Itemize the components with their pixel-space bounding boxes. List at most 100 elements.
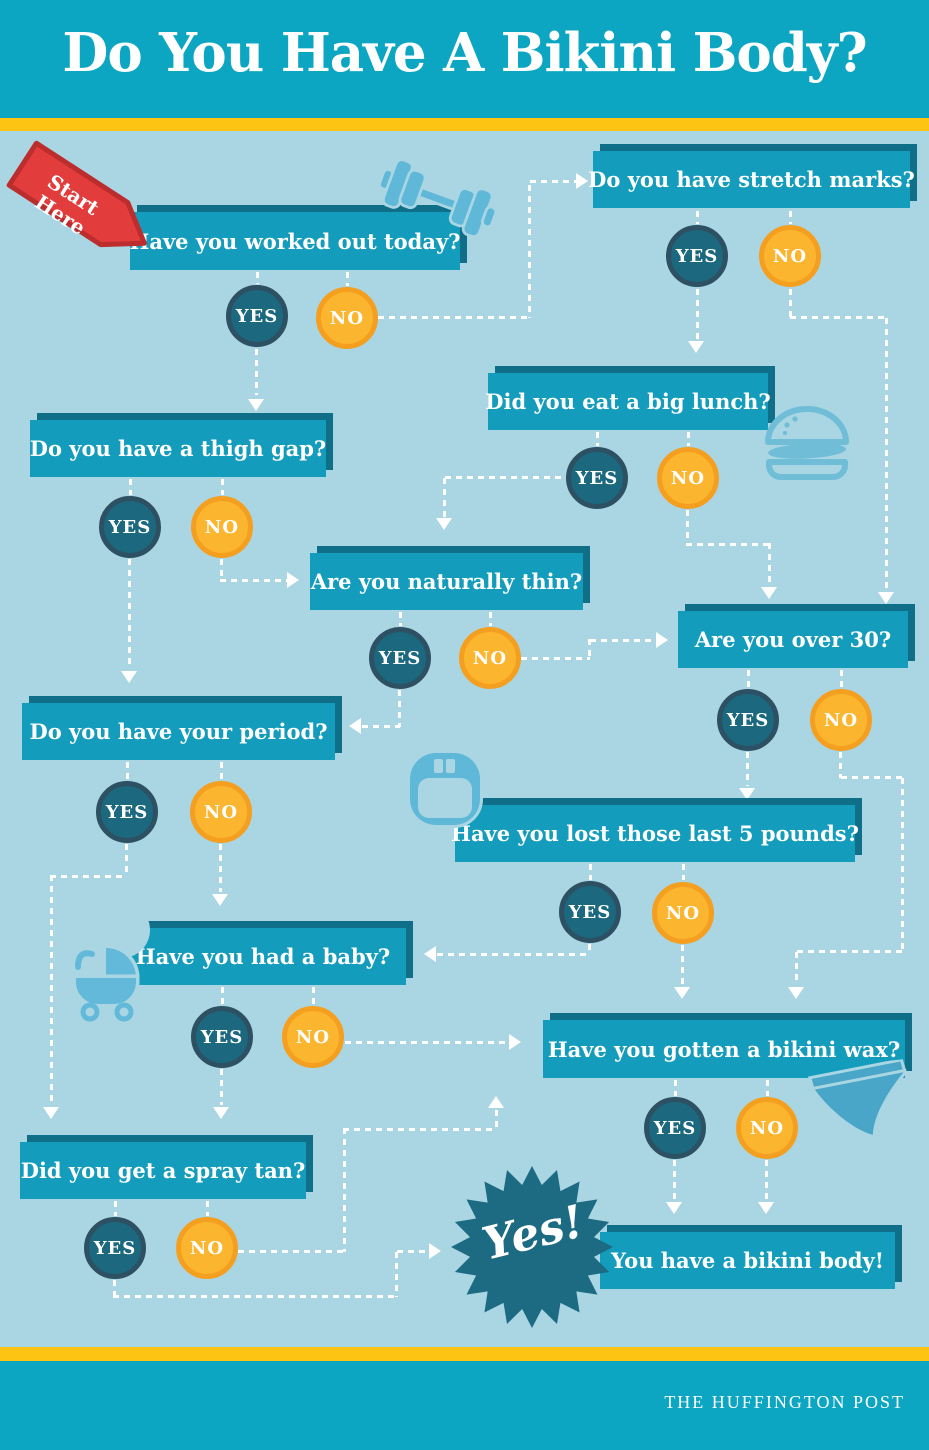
connector-segment	[125, 844, 128, 877]
ribbon-shape	[6, 140, 147, 248]
question-label: Did you eat a big lunch?	[485, 389, 771, 414]
yes-label: YES	[726, 709, 770, 731]
spray-tan-no: NO	[176, 1217, 238, 1279]
yes-label: YES	[653, 1117, 697, 1139]
connector-segment	[841, 776, 903, 779]
arrowhead	[739, 788, 755, 800]
lost-5-pounds-no: NO	[652, 882, 714, 944]
connector-segment	[220, 559, 223, 582]
bikini-wax-yes: YES	[644, 1097, 706, 1159]
arrowhead	[576, 173, 588, 189]
connector-segment	[362, 725, 400, 728]
connector-segment	[221, 479, 224, 495]
connector-segment	[206, 1201, 209, 1216]
connector-segment	[589, 864, 592, 880]
header-yellow-stripe	[0, 118, 929, 131]
connector-segment	[443, 478, 446, 518]
arrowhead	[761, 587, 777, 599]
yes-label: YES	[200, 1026, 244, 1048]
no-label: NO	[204, 516, 240, 538]
connector-segment	[696, 289, 699, 339]
question-period: Do you have your period?	[22, 703, 335, 760]
connector-segment	[50, 875, 127, 878]
arrowhead	[121, 671, 137, 683]
arrowhead	[488, 1096, 504, 1108]
arrowhead	[666, 1202, 682, 1214]
connector-segment	[682, 864, 685, 880]
no-label: NO	[823, 709, 859, 731]
no-label: NO	[189, 1237, 225, 1259]
connector-segment	[696, 211, 699, 224]
publisher-brand: THE HUFFINGTON POST	[664, 1392, 905, 1412]
connector-segment	[113, 1295, 397, 1298]
yes-label: YES	[575, 467, 619, 489]
no-label: NO	[203, 801, 239, 823]
connector-segment	[346, 272, 349, 286]
question-worked-out: Have you worked out today?	[130, 212, 460, 270]
connector-segment	[687, 432, 690, 446]
stretch-marks-no: NO	[759, 225, 821, 287]
question-label: Have you gotten a bikini wax?	[547, 1036, 901, 1062]
connector-segment	[495, 1110, 498, 1130]
arrowhead	[758, 1202, 774, 1214]
thigh-gap-no: NO	[191, 496, 253, 558]
connector-segment	[588, 639, 591, 659]
connector-segment	[789, 211, 792, 224]
yes-label: YES	[105, 801, 149, 823]
arrowhead	[788, 987, 804, 999]
lost-5-pounds-yes: YES	[559, 881, 621, 943]
arrowhead	[424, 946, 436, 962]
connector-segment	[596, 432, 599, 446]
question-label: Did you get a spray tan?	[20, 1158, 306, 1183]
period-no: NO	[190, 781, 252, 843]
question-label: Have you lost those last 5 pounds?	[451, 821, 859, 846]
connector-segment	[766, 1080, 769, 1096]
question-label: Do you have stretch marks?	[588, 167, 915, 192]
arrowhead	[43, 1107, 59, 1119]
connector-segment	[398, 690, 401, 727]
connector-segment	[220, 579, 287, 582]
big-lunch-yes: YES	[566, 447, 628, 509]
spray-tan-yes: YES	[84, 1217, 146, 1279]
starburst-icon	[451, 1166, 613, 1328]
question-naturally-thin: Are you naturally thin?	[310, 553, 583, 610]
question-label: Are you naturally thin?	[310, 569, 583, 594]
connector-segment	[343, 1128, 497, 1131]
connector-segment	[530, 180, 576, 183]
connector-segment	[528, 185, 531, 318]
baby-yes: YES	[191, 1006, 253, 1068]
connector-segment	[345, 1041, 509, 1044]
question-label: Have you had a baby?	[135, 944, 391, 969]
connector-segment	[789, 289, 792, 318]
no-label: NO	[670, 467, 706, 489]
baby-carriage-icon	[68, 940, 144, 1026]
question-over-30: Are you over 30?	[678, 611, 908, 668]
connector-segment	[588, 944, 591, 955]
start-ribbon-icon: Start Here	[5, 139, 163, 269]
connector-segment	[673, 1160, 676, 1200]
bikini-wax-no: NO	[736, 1097, 798, 1159]
yes-label: YES	[568, 901, 612, 923]
connector-segment	[437, 953, 589, 956]
arrowhead	[436, 518, 452, 530]
big-lunch-no: NO	[657, 447, 719, 509]
yes-label: YES	[108, 516, 152, 538]
arrowhead	[878, 592, 894, 604]
connector-segment	[747, 670, 750, 688]
connector-segment	[50, 875, 53, 1105]
no-label: NO	[665, 902, 701, 924]
connector-segment	[238, 1250, 345, 1253]
connector-segment	[768, 543, 771, 587]
bikini-icon	[806, 1058, 915, 1157]
connector-segment	[126, 762, 129, 780]
question-label: Have you worked out today?	[129, 228, 461, 254]
scale-icon	[407, 750, 483, 832]
connector-segment	[797, 950, 903, 953]
connector-segment	[312, 987, 315, 1005]
connector-segment	[795, 952, 798, 985]
connector-segment	[686, 510, 689, 544]
connector-segment	[220, 1069, 223, 1105]
connector-segment	[399, 612, 402, 626]
stretch-marks-yes: YES	[666, 225, 728, 287]
